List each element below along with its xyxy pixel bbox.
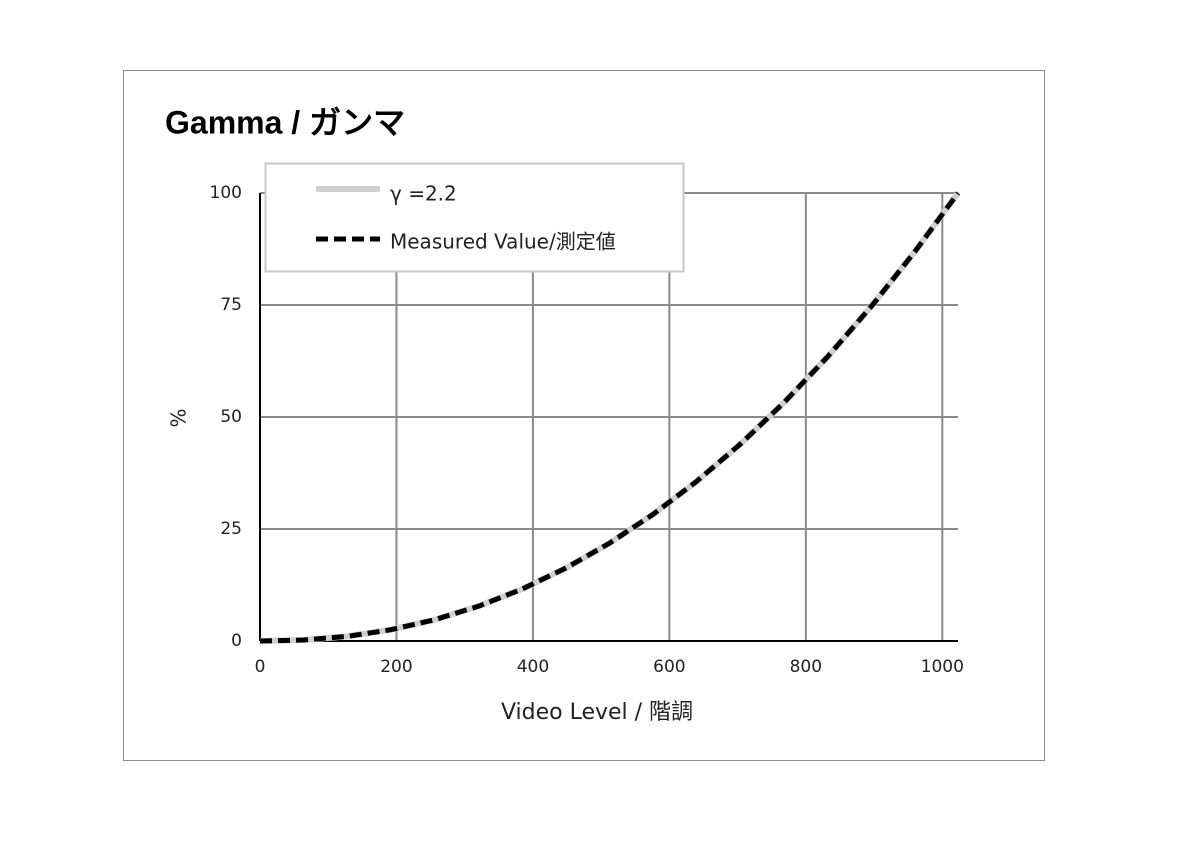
legend-box	[264, 162, 685, 273]
x-axis-label: Video Level / 階調	[501, 700, 693, 725]
y-tick-label: 100	[210, 183, 242, 203]
legend-label: Measured Value/測定値	[390, 230, 616, 254]
y-tick-label: 0	[231, 631, 242, 651]
x-tick-label: 1000	[921, 657, 964, 677]
legend-label: γ =2.2	[390, 182, 457, 206]
y-axis-label: %	[167, 408, 191, 427]
y-tick-label: 25	[220, 519, 242, 539]
chart-title: Gamma / ガンマ	[165, 104, 405, 140]
y-tick-label: 50	[220, 407, 242, 427]
x-tick-label: 800	[790, 657, 822, 677]
series-line	[259, 191, 961, 644]
x-tick-label: 0	[255, 657, 266, 677]
y-tick-label: 75	[220, 295, 242, 315]
x-tick-label: 400	[517, 657, 549, 677]
legend: γ =2.2 Measured Value/測定値	[264, 162, 685, 273]
x-tick-label: 200	[380, 657, 412, 677]
x-tick-label: 600	[653, 657, 685, 677]
